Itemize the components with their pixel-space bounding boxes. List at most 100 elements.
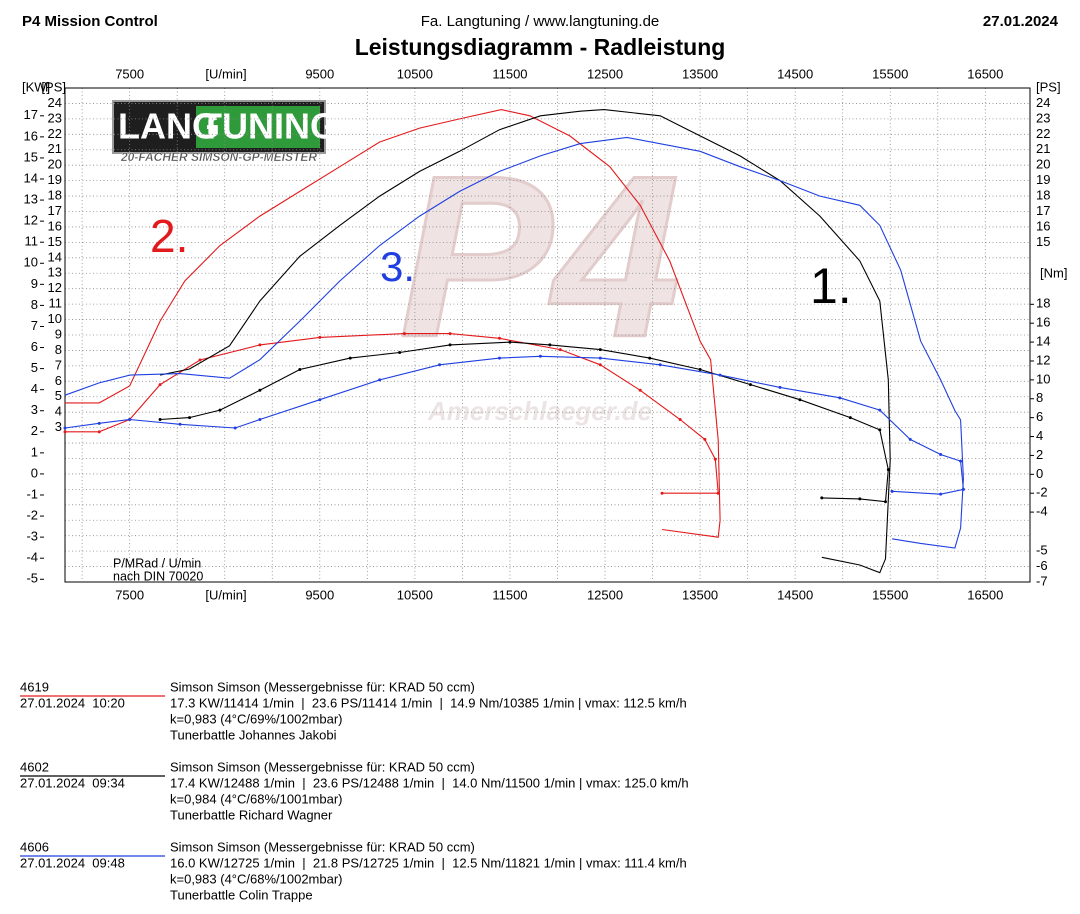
x-tick-label: 10500	[397, 587, 433, 602]
x-tick-label: 12500	[587, 66, 623, 81]
torque-point	[698, 367, 702, 371]
y-tick-label: 18	[1036, 188, 1050, 203]
torque-point	[378, 378, 382, 382]
torque-point	[598, 356, 602, 360]
y3-tick-label: 12	[24, 213, 38, 228]
x-tick-label: 16500	[967, 66, 1003, 81]
y-tick-label: 11	[49, 296, 63, 311]
y-tick-label: 17	[1036, 203, 1050, 218]
y-tick-label: 20	[1036, 157, 1050, 172]
y-tick-label: 14	[48, 249, 62, 264]
torque-point	[97, 421, 101, 425]
x-tick-label: 7500	[115, 587, 144, 602]
y3-tick-label: 14	[24, 170, 38, 185]
torque-point	[858, 497, 862, 501]
y2-tick-label: 2	[1036, 447, 1043, 462]
power-line	[64, 136, 964, 549]
y3-tick-label: 15	[24, 149, 38, 164]
torque-point	[820, 496, 824, 500]
y-tick-label: 22	[48, 126, 62, 141]
torque-point	[939, 492, 943, 496]
torque-point	[961, 487, 965, 491]
y-tick-label: 20	[48, 157, 62, 172]
torque-point	[97, 430, 101, 434]
y3-tick-label: 8	[31, 297, 38, 312]
y3-tick-label: 9	[31, 276, 38, 291]
torque-point	[658, 363, 662, 367]
run-info: k=0,984 (4°C/68%/1001mbar)	[170, 791, 343, 806]
header-right: 27.01.2024	[983, 13, 1059, 30]
header-left: P4 Mission Control	[22, 13, 158, 30]
torque-point	[218, 408, 222, 412]
y3-tick-label: 3	[31, 402, 38, 417]
y3-tick-label: 13	[24, 192, 38, 207]
torque-point	[402, 332, 406, 336]
x-tick-label: 14500	[777, 587, 813, 602]
run-id: 4619	[20, 679, 49, 694]
watermark-site: Amerschlaeger.de	[427, 396, 652, 426]
annotation: 2.	[150, 210, 188, 262]
run-info: 17.4 KW/12488 1/min | 23.6 PS/12488 1/mi…	[170, 775, 689, 790]
torque-point	[878, 408, 882, 412]
torque-point	[538, 354, 542, 358]
logo-brand1: LANG	[118, 106, 220, 147]
torque-point	[778, 385, 782, 389]
y2-tick-label: -4	[1036, 504, 1048, 519]
y-tick-label: 15	[1036, 234, 1050, 249]
y-tick-label: 4	[55, 404, 62, 419]
x-tick-label: 10500	[397, 66, 433, 81]
x-tick-label: 12500	[587, 587, 623, 602]
torque-point	[348, 356, 352, 360]
y-tick-label: 10	[48, 311, 62, 326]
run-id: 4602	[20, 759, 49, 774]
y3-tick-label: 2	[31, 423, 38, 438]
torque-point	[638, 388, 642, 392]
torque-point	[298, 367, 302, 371]
y-tick-label: 23	[48, 110, 62, 125]
torque-point	[438, 363, 442, 367]
torque-point	[318, 398, 322, 402]
torque-point	[548, 343, 552, 347]
y3-tick-label: -1	[26, 486, 38, 501]
torque-point	[258, 388, 262, 392]
run-info: 16.0 KW/12725 1/min | 21.8 PS/12725 1/mi…	[170, 855, 687, 870]
y3-tick-label: 17	[24, 107, 38, 122]
plot-frame	[64, 87, 1031, 583]
y-tick-label: 16	[48, 218, 62, 233]
torque-point	[318, 335, 322, 339]
logo-brand2: TUNING	[200, 106, 338, 147]
y-tick-label: 17	[48, 203, 62, 218]
y3-tick-label: 4	[31, 381, 38, 396]
y-tick-label: 19	[48, 172, 62, 187]
torque-point	[233, 426, 237, 430]
y3-tick-label: -3	[26, 529, 38, 544]
y3-tick-label: 16	[24, 128, 38, 143]
torque-point	[63, 426, 67, 430]
y3-tick-label: 6	[31, 339, 38, 354]
run-info: k=0,983 (4°C/68%/1002mbar)	[170, 871, 343, 886]
y3-tick-label: 7	[31, 318, 38, 333]
torque-point	[448, 332, 452, 336]
y3-tick-label: 0	[31, 465, 38, 480]
y-tick-label: 18	[48, 188, 62, 203]
y2-axis-label: [Nm]	[1040, 265, 1067, 280]
x-tick-label: 15500	[872, 66, 908, 81]
y-tick-label: 22	[1036, 126, 1050, 141]
y-tick-label: -7	[1036, 573, 1048, 588]
y2-tick-label: 12	[1036, 352, 1050, 367]
torque-point	[448, 343, 452, 347]
x-tick-label: 13500	[682, 587, 718, 602]
y2-tick-label: -2	[1036, 485, 1048, 500]
x-tick-label: 11500	[492, 66, 527, 81]
torque-point	[398, 350, 402, 354]
run-info: Tunerbattle Johannes Jakobi	[170, 727, 337, 742]
run-info: 17.3 KW/11414 1/min | 23.6 PS/11414 1/mi…	[170, 695, 687, 710]
y-tick-label: 13	[48, 265, 62, 280]
y2-tick-label: 4	[1036, 428, 1043, 443]
torque-point	[158, 383, 162, 387]
y2-tick-label: 6	[1036, 409, 1043, 424]
logo-green	[196, 106, 320, 148]
torque-point	[748, 383, 752, 387]
run-info: k=0,983 (4°C/69%/1002mbar)	[170, 711, 343, 726]
